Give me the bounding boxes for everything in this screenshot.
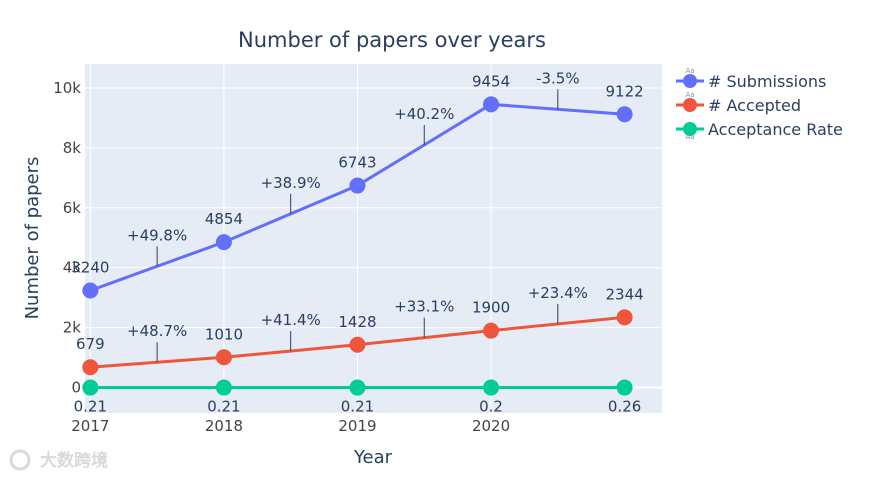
point-label: 0.21 <box>74 398 107 416</box>
data-point <box>349 177 366 194</box>
legend-label: Acceptance Rate <box>708 120 843 139</box>
point-label: 2344 <box>606 285 644 303</box>
point-label: 0.2 <box>479 398 503 416</box>
point-label: 9122 <box>606 82 644 100</box>
point-label: 679 <box>76 335 105 353</box>
legend-marker-text: Aa <box>685 91 694 99</box>
x-axis-label: Year <box>353 447 393 468</box>
legend-marker-text: Aa <box>685 133 694 141</box>
x-tick-label: 2019 <box>338 417 376 435</box>
legend-marker-text: Aa <box>685 67 694 75</box>
data-point <box>82 379 99 396</box>
data-point <box>483 322 500 339</box>
plot-background <box>85 64 662 413</box>
data-point <box>483 379 500 396</box>
point-label: 1428 <box>338 313 376 331</box>
change-label: -3.5% <box>536 69 580 87</box>
legend-label: # Accepted <box>708 96 801 115</box>
point-labels: 3240 4854 6743 9454 9122 679 1010 1428 1900 2344 0… <box>71 72 643 415</box>
legend-marker-icon <box>683 74 697 88</box>
point-label: 4854 <box>205 210 243 228</box>
y-tick-label: 2k <box>63 319 82 337</box>
data-point <box>215 349 232 366</box>
watermark-text: 大数跨境 <box>40 450 108 471</box>
data-point <box>616 106 633 123</box>
data-point <box>82 359 99 376</box>
point-label: 1900 <box>472 299 510 317</box>
x-tick-label: 2018 <box>205 417 243 435</box>
y-tick-label: 6k <box>63 199 82 217</box>
y-tick-label: 0 <box>71 379 81 397</box>
x-tick-labels: 2017 2018 2019 2020 <box>71 417 510 435</box>
legend-marker-icon <box>683 98 697 112</box>
data-point <box>215 379 232 396</box>
change-label: +41.4% <box>261 311 321 329</box>
point-label: 1010 <box>205 325 243 343</box>
x-tick-label: 2020 <box>472 417 510 435</box>
change-label: +48.7% <box>127 322 187 340</box>
y-tick-label: 10k <box>53 79 81 97</box>
point-label: 6743 <box>338 154 376 172</box>
change-label: +40.2% <box>394 105 454 123</box>
change-label: +23.4% <box>528 284 588 302</box>
change-label: +38.9% <box>261 174 321 192</box>
point-label: 0.26 <box>608 398 641 416</box>
y-tick-label: 4k <box>63 259 82 277</box>
series-lines <box>82 96 633 396</box>
change-label: +49.8% <box>127 226 187 244</box>
legend-label: # Submissions <box>708 72 826 91</box>
data-point <box>82 282 99 299</box>
legend-item[interactable]: Aa # Submissions <box>676 67 826 91</box>
point-label: 0.21 <box>207 398 240 416</box>
change-label: +33.1% <box>394 298 454 316</box>
point-label: 3240 <box>71 258 109 276</box>
data-point <box>215 234 232 251</box>
data-point <box>349 379 366 396</box>
legend-marker-icon <box>683 122 697 136</box>
legend[interactable]: Aa # Submissions Aa # Accepted Aa Acceptance … <box>676 67 843 141</box>
data-point <box>616 309 633 326</box>
change-annotations: +49.8% +38.9% +40.2% -3.5% +48.7% +41.4% +33.1… <box>127 69 588 363</box>
legend-item[interactable]: Aa # Accepted <box>676 91 801 115</box>
y-tick-label: 8k <box>63 139 82 157</box>
x-tick-label: 2017 <box>71 417 109 435</box>
data-point <box>483 96 500 113</box>
watermark: 大数跨境 <box>9 449 108 471</box>
point-label: 0.21 <box>341 398 374 416</box>
data-point <box>616 379 633 396</box>
y-tick-labels: 0 2k 4k 6k 8k 10k <box>53 79 81 397</box>
watermark-logo-icon <box>9 449 31 471</box>
point-label: 9454 <box>472 72 510 90</box>
data-point <box>349 336 366 353</box>
chart-title: Number of papers over years <box>238 28 546 52</box>
legend-item[interactable]: Aa Acceptance Rate <box>676 120 843 141</box>
y-axis-label: Number of papers <box>22 157 43 320</box>
